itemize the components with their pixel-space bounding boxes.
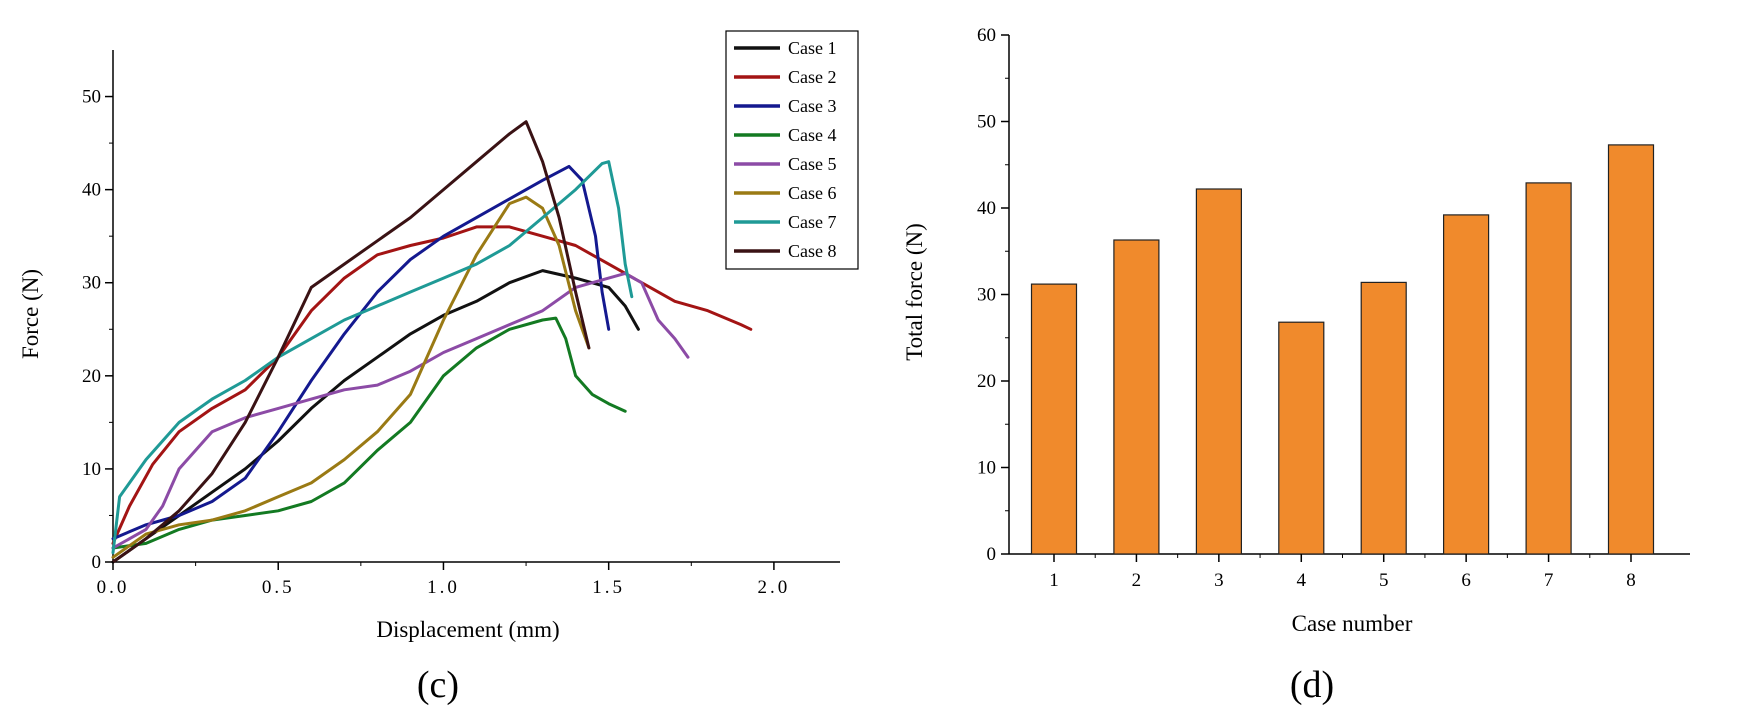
chart-c-y-tick-label: 0	[92, 552, 102, 573]
chart-d-y-tick-label: 60	[977, 25, 996, 46]
chart-c-y-tick-label: 40	[82, 180, 101, 201]
chart-c-ticks: 0 10 20 30 40 50 0.0 0.5 1.0 1.5 2.0	[82, 87, 791, 598]
chart-d-bar-case-2	[1113, 239, 1160, 555]
chart-d-x-tick-label: 7	[1544, 570, 1554, 591]
chart-d-bar-case-3	[1195, 188, 1243, 555]
chart-c-y-tick-label: 20	[82, 366, 101, 387]
chart-c-x-tick-label: 1.5	[592, 577, 625, 598]
chart-d-bars	[1030, 144, 1655, 555]
chart-d-x-tick-label: 1	[1049, 570, 1059, 591]
chart-c-y-axis-label: Force (N)	[18, 269, 43, 359]
chart-c-y-tick-label: 30	[82, 273, 101, 294]
chart-c-legend-label: Case 7	[788, 212, 837, 232]
chart-c-series-line-5	[111, 271, 690, 550]
chart-d-y-tick-label: 0	[987, 544, 997, 565]
chart-d-y-tick-label: 20	[977, 371, 996, 392]
chart-c-series-line-1	[111, 269, 640, 564]
chart-c-y-tick-label: 50	[82, 87, 101, 108]
chart-d-bar-case-5	[1360, 281, 1407, 555]
chart-c-series	[111, 120, 753, 564]
chart-c-series-line-3	[111, 164, 611, 541]
chart-c-x-tick-label: 2.0	[758, 577, 791, 598]
chart-d-y-tick-label: 10	[977, 458, 996, 479]
chart-c-x-axis-label: Displacement (mm)	[376, 617, 559, 642]
chart-d-ticks: 0 10 20 30 40 50 60 1 2 3 4 5 6 7 8	[977, 25, 1636, 591]
chart-d-y-tick-label: 40	[977, 198, 996, 219]
chart-d-y-tick-label: 30	[977, 285, 996, 306]
chart-c-legend-label: Case 5	[788, 154, 837, 174]
chart-d-bar-case-8	[1607, 144, 1655, 555]
chart-d-bar-case-4	[1278, 321, 1325, 555]
chart-d-x-tick-label: 3	[1214, 570, 1224, 591]
chart-c-legend-label: Case 1	[788, 38, 837, 58]
chart-c-y-tick-label: 10	[82, 459, 101, 480]
chart-d-bar-case-6	[1442, 214, 1490, 555]
chart-c-x-tick-label: 1.0	[427, 577, 460, 598]
panel-label-c: (c)	[417, 664, 459, 706]
chart-d-x-tick-label: 8	[1626, 570, 1636, 591]
chart-c-axes	[112, 50, 840, 563]
chart-c-series-line-7	[111, 160, 634, 555]
panel-label-d: (d)	[1290, 664, 1334, 706]
chart-d-x-tick-label: 6	[1461, 570, 1471, 591]
chart-d-x-tick-label: 4	[1297, 570, 1307, 591]
chart-d-bar-case-7	[1525, 182, 1572, 555]
chart-c-series-line-4	[111, 316, 627, 550]
chart-d-axes	[1008, 35, 1690, 555]
chart-c-legend-box	[725, 30, 859, 270]
chart-d-x-tick-label: 5	[1379, 570, 1389, 591]
chart-c-legend-label: Case 8	[788, 241, 837, 261]
chart-c-x-tick-label: 0.0	[97, 577, 130, 598]
chart-d-x-axis-label: Case number	[1292, 611, 1413, 636]
chart-c-series-line-8	[111, 120, 591, 564]
chart-c-legend-label: Case 2	[788, 67, 837, 87]
chart-c-legend-label: Case 4	[788, 125, 837, 145]
chart-c-x-tick-label: 0.5	[262, 577, 295, 598]
chart-c: 0 10 20 30 40 50 0.0 0.5 1.0 1.5 2.0 Displacement …	[18, 30, 859, 642]
chart-d-y-axis-label: Total force (N)	[902, 223, 927, 361]
chart-c-legend-label: Case 3	[788, 96, 837, 116]
chart-d: 0 10 20 30 40 50 60 1 2 3 4 5 6 7 8 Case number Total …	[902, 25, 1690, 636]
chart-d-x-tick-label: 2	[1132, 570, 1142, 591]
chart-c-legend: Case 1 Case 2 Case 3 Case 4 Case 5 Case 6 Case…	[725, 30, 859, 270]
chart-d-y-tick-label: 50	[977, 112, 996, 133]
chart-d-bar-case-1	[1030, 283, 1078, 555]
chart-c-series-line-2	[111, 225, 753, 545]
chart-c-legend-label: Case 6	[788, 183, 837, 203]
